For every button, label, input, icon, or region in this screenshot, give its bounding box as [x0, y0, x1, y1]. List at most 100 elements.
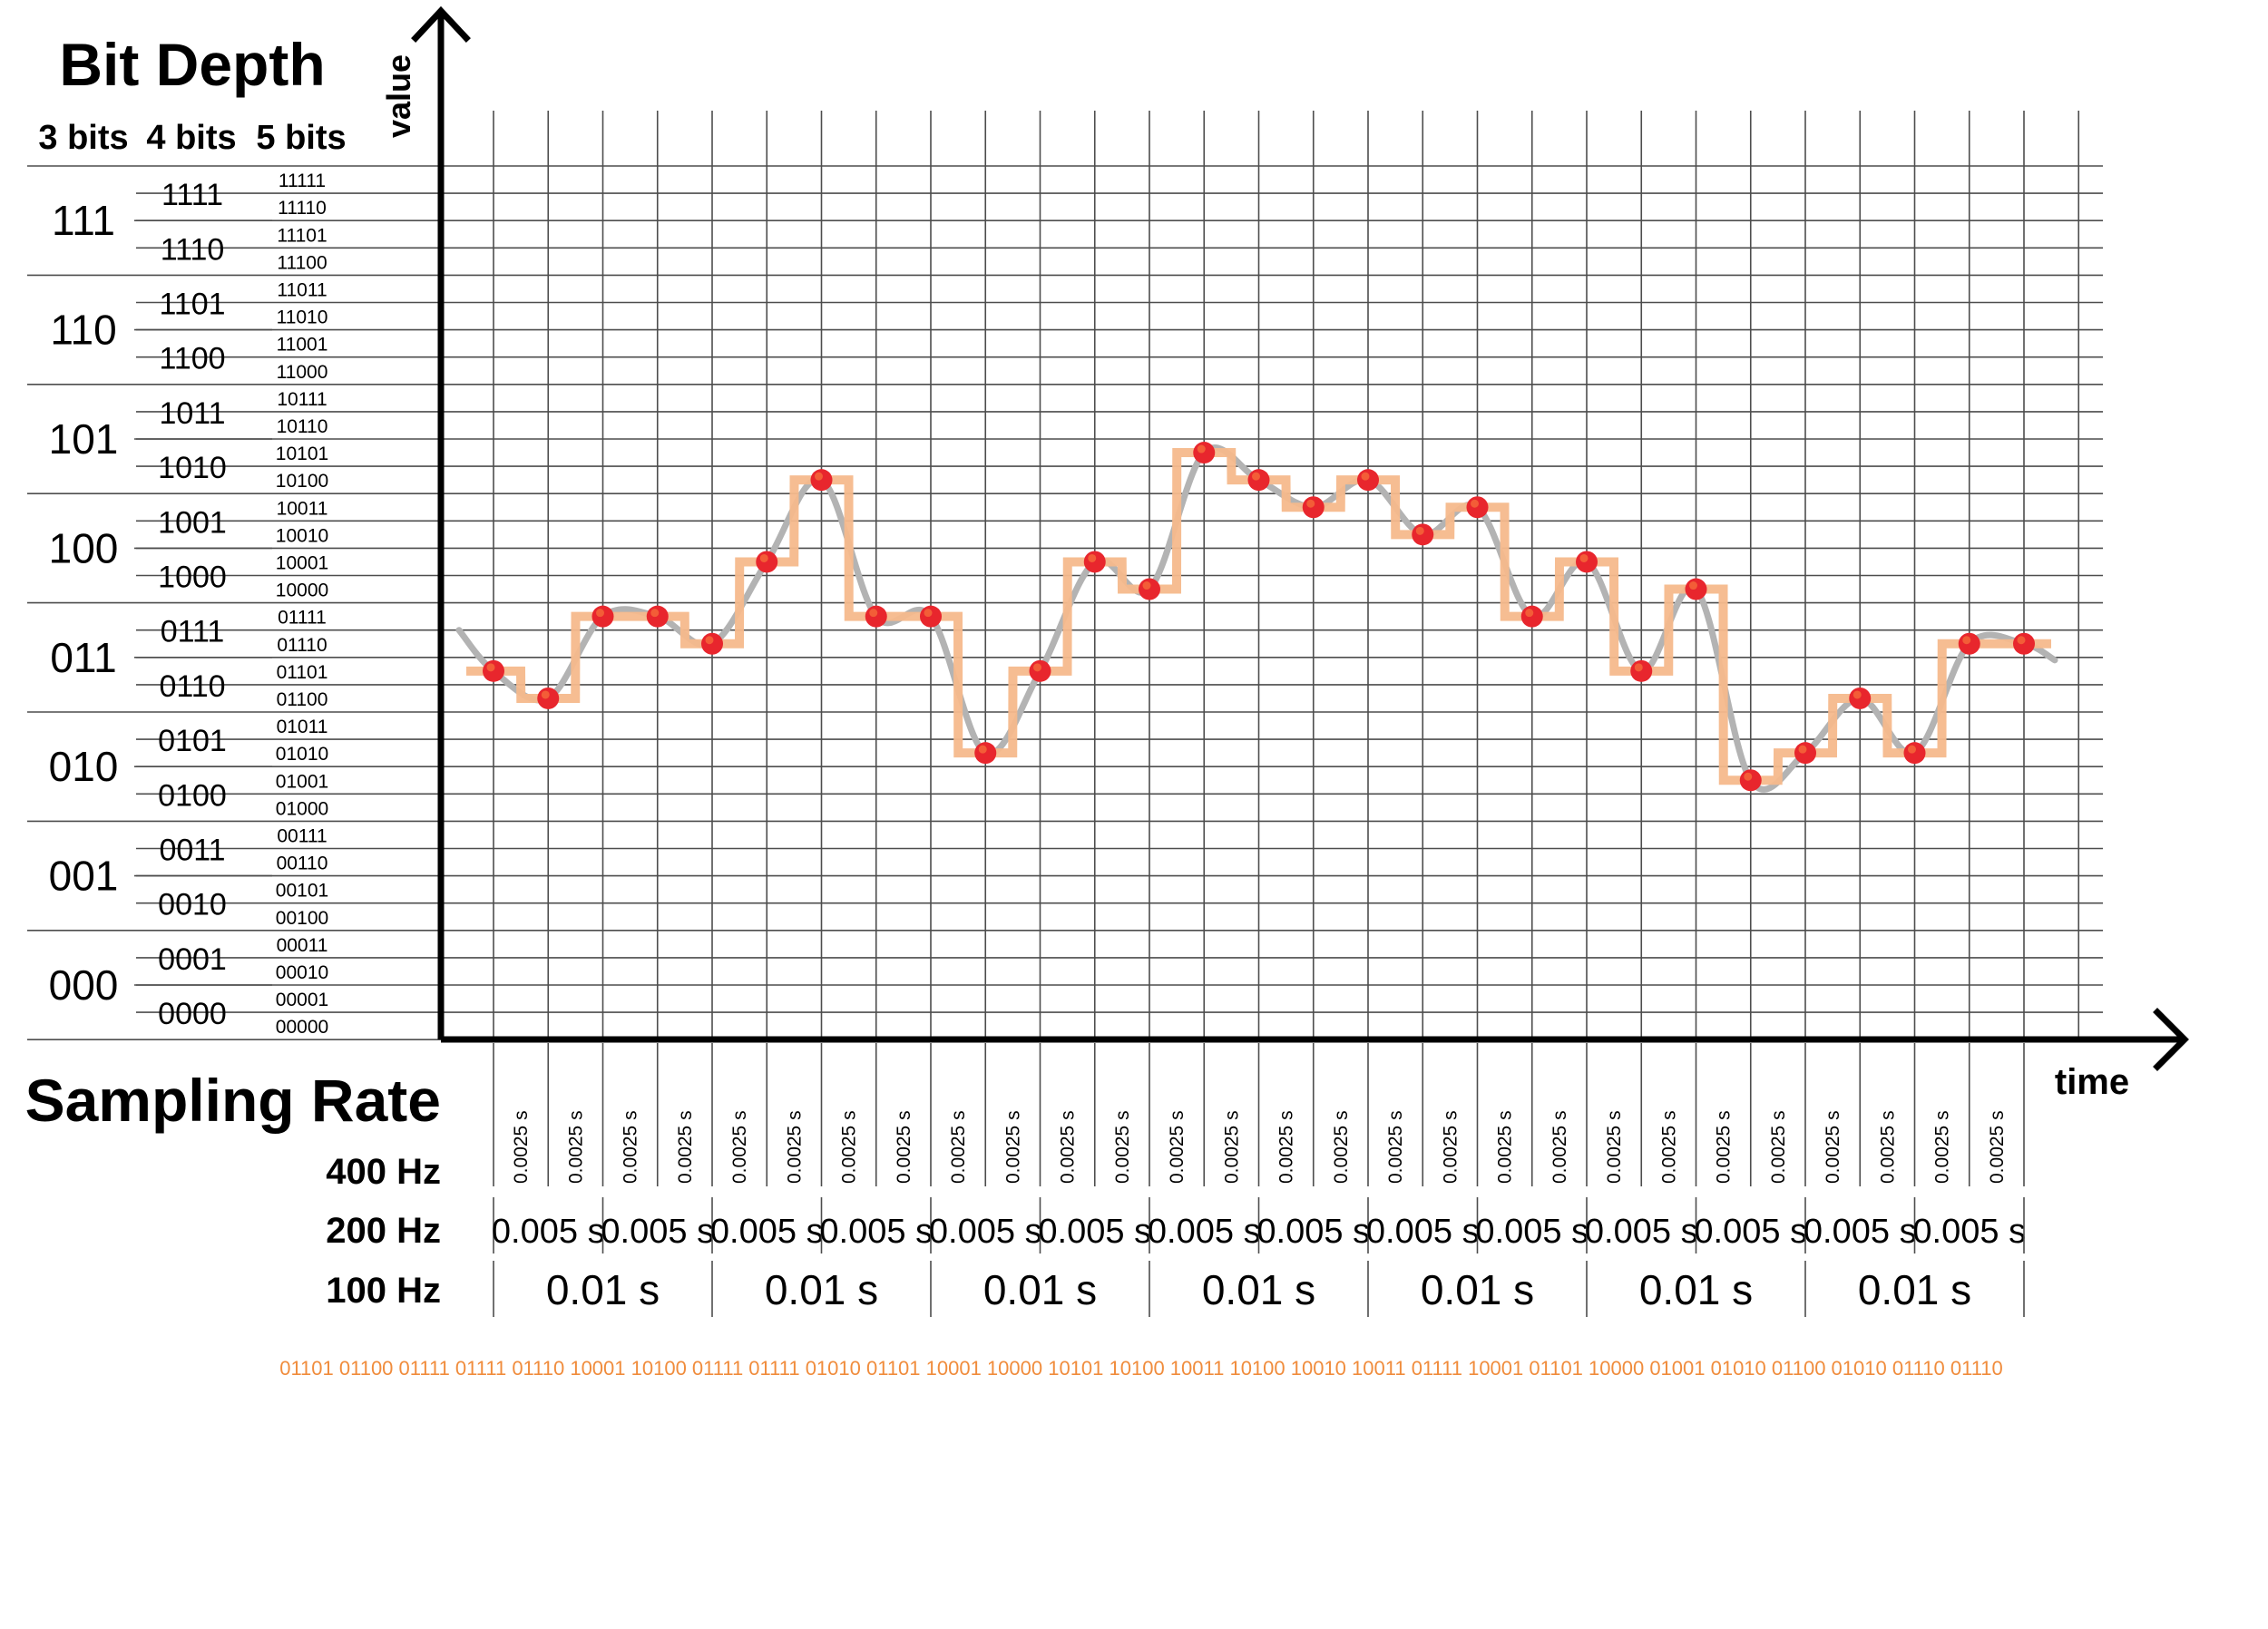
period-400hz-label: 0.0025 s [511, 1110, 532, 1184]
period-200hz-label: 0.005 s [1366, 1213, 1480, 1251]
period-400hz-label: 0.0025 s [1221, 1110, 1242, 1184]
period-100hz-label: 0.01 s [765, 1266, 878, 1313]
period-400hz-label: 0.0025 s [1932, 1110, 1953, 1184]
code-3bit-label: 001 [49, 853, 119, 900]
sample-point [591, 605, 614, 628]
code-5bit-label: 00101 [276, 881, 328, 902]
period-400hz-label: 0.0025 s [948, 1110, 969, 1184]
sample-point-highlight [1908, 745, 1916, 754]
code-4bit-label: 0010 [158, 888, 227, 922]
sample-point [701, 632, 723, 655]
code-4bit-label: 0110 [159, 669, 225, 704]
code-5bit-label: 00111 [277, 825, 327, 846]
period-200hz-label: 0.005 s [1585, 1213, 1698, 1251]
sample-point-highlight [759, 553, 768, 562]
code-5bit-label: 01010 [276, 744, 328, 765]
signal-plot [455, 442, 2058, 793]
rate-200hz-label: 200 Hz [326, 1211, 441, 1251]
period-400hz-label: 0.0025 s [1495, 1110, 1516, 1184]
sample-point [537, 687, 560, 709]
code-3bit-label: 111 [52, 197, 115, 244]
code-4bit-label: 1011 [159, 396, 225, 431]
period-400hz-label: 0.0025 s [1331, 1110, 1352, 1184]
period-400hz-label: 0.0025 s [1058, 1110, 1079, 1184]
sample-point [1630, 659, 1653, 682]
header-5-bits: 5 bits [256, 119, 346, 157]
code-5bit-label: 00010 [276, 962, 328, 983]
code-5bit-label: 11001 [277, 335, 328, 356]
code-3bit-label: 010 [49, 743, 119, 790]
sample-point-highlight [541, 690, 550, 699]
sample-point-highlight [1197, 444, 1206, 454]
code-3bit-label: 110 [50, 307, 116, 354]
code-5bit-label: 10111 [277, 389, 327, 410]
code-4bit-label: 1101 [159, 288, 225, 322]
period-400hz-label: 0.0025 s [1549, 1110, 1570, 1184]
bitstream-row: 01101 01100 01111 01111 01110 10001 1010… [279, 1357, 2003, 1380]
code-5bit-label: 01011 [277, 717, 328, 737]
y-axis-label: value [380, 54, 417, 138]
code-4bit-label: 0100 [158, 778, 227, 813]
code-4bit-label: 0111 [161, 615, 225, 649]
code-5bit-label: 00001 [276, 990, 328, 1010]
sample-point-highlight [705, 636, 714, 645]
period-400hz-label: 0.0025 s [1823, 1110, 1843, 1184]
x-axis-arrow-icon [2153, 1008, 2189, 1071]
code-3bit-label: 101 [49, 415, 119, 463]
sample-point-highlight [1798, 745, 1807, 754]
sample-point-highlight [650, 609, 660, 618]
period-400hz-label: 0.0025 s [1658, 1110, 1679, 1184]
code-5bit-label: 11101 [277, 225, 327, 246]
code-5bit-label: 11000 [277, 362, 328, 383]
period-200hz-label: 0.005 s [1475, 1213, 1589, 1251]
sample-point [920, 605, 942, 628]
sample-point [1302, 496, 1325, 519]
sample-point-highlight [1361, 472, 1370, 481]
rate-400hz-label: 400 Hz [326, 1152, 441, 1192]
sample-point-highlight [978, 745, 987, 754]
period-200hz-label: 0.005 s [710, 1213, 824, 1251]
code-5bit-label: 10110 [277, 416, 328, 437]
header-4-bits: 4 bits [146, 119, 236, 157]
period-200hz-label: 0.005 s [929, 1213, 1042, 1251]
sample-point-highlight [815, 472, 823, 481]
code-4bit-label: 0001 [158, 942, 227, 977]
sample-point [646, 605, 669, 628]
period-400hz-label: 0.0025 s [894, 1110, 914, 1184]
period-400hz-label: 0.0025 s [729, 1110, 750, 1184]
sample-point-highlight [1306, 499, 1315, 508]
code-5bit-label: 01001 [276, 771, 328, 792]
period-100hz-label: 0.01 s [546, 1266, 660, 1313]
code-5bit-label: 01111 [278, 608, 327, 629]
period-200hz-label: 0.005 s [1804, 1213, 1917, 1251]
period-200hz-label: 0.005 s [1694, 1213, 1807, 1251]
code-5bit-label: 11110 [278, 198, 327, 219]
code-5bit-label: 10100 [276, 471, 328, 492]
sample-point [1193, 442, 1216, 464]
period-400hz-label: 0.0025 s [839, 1110, 860, 1184]
sample-point [1357, 469, 1379, 492]
sample-point [1903, 742, 1926, 765]
sample-point [1466, 496, 1489, 519]
period-200hz-label: 0.005 s [1038, 1213, 1151, 1251]
sample-point-highlight [1579, 553, 1589, 562]
sample-point [483, 659, 504, 682]
sample-point-highlight [1415, 526, 1424, 535]
period-400hz-label: 0.0025 s [784, 1110, 805, 1184]
code-4bit-label: 1000 [158, 561, 227, 595]
bitstream-text: 01101 01100 01111 01111 01110 10001 1010… [279, 1357, 2003, 1380]
code-3bit-label: 011 [50, 634, 116, 681]
sample-point-highlight [1252, 472, 1260, 481]
time-periods: 0.0025 s 0.0025 s 0.0025 s 0.0025 s 0.0025 s… [492, 1043, 2026, 1317]
sample-point-highlight [1962, 636, 1971, 645]
period-400hz-label: 0.0025 s [565, 1110, 586, 1184]
chart-grid [27, 111, 2103, 1040]
code-4bit-label: 0101 [158, 724, 227, 758]
code-5bit-label: 10101 [276, 444, 328, 464]
period-100hz-label: 0.01 s [1858, 1266, 1971, 1313]
period-100hz-label: 0.01 s [1421, 1266, 1534, 1313]
sample-point [1739, 769, 1762, 792]
period-400hz-label: 0.0025 s [1877, 1110, 1898, 1184]
period-400hz-label: 0.0025 s [1714, 1110, 1735, 1184]
